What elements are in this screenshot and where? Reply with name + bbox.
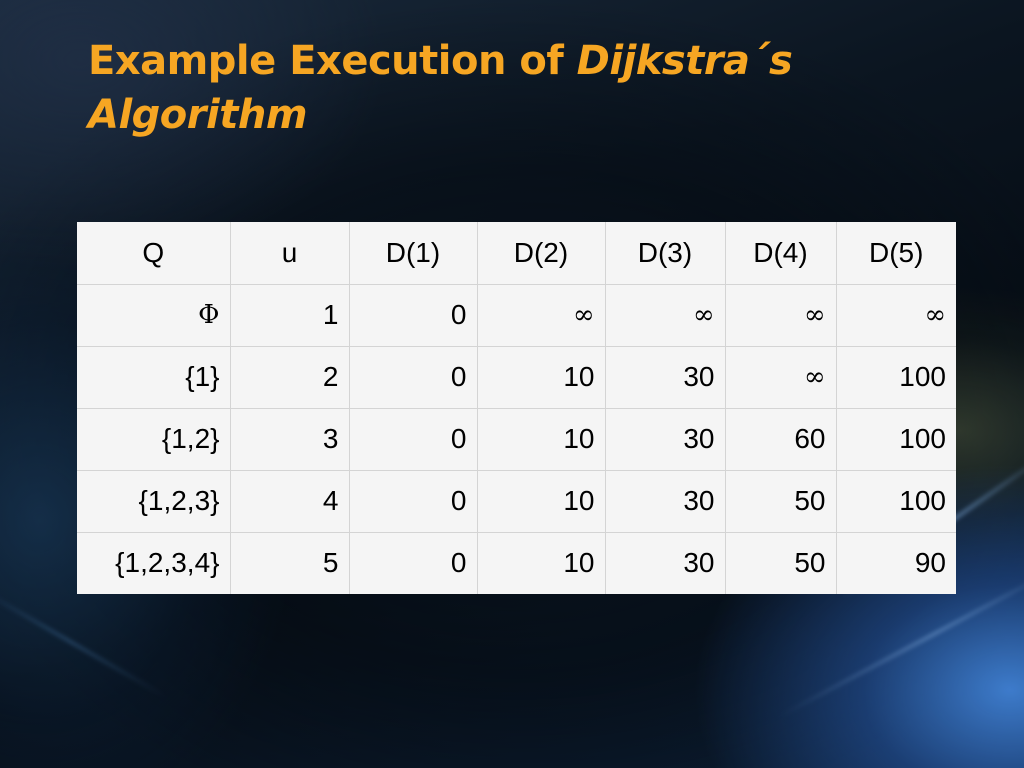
background-light-streak [0,585,167,698]
cell-d3: 30 [605,408,726,471]
table-header-row: Q u D(1) D(2) D(3) D(4) D(5) [77,222,956,285]
header-cell-d1: D(1) [349,222,478,285]
slide-title-emphasis: Dijkstra´s Algorithm [88,38,793,138]
cell-q: {1,2,3} [77,470,231,533]
cell-d4: ∞ [725,284,837,347]
cell-q: {1,2,3,4} [77,532,231,594]
cell-d4: ∞ [725,346,837,409]
cell-d1: 0 [349,532,478,594]
cell-q: {1,2} [77,408,231,471]
header-cell-q: Q [77,222,231,285]
cell-d2: 10 [477,408,606,471]
table-row: Φ 1 0 ∞ ∞ ∞ ∞ [77,284,956,347]
cell-d2: 10 [477,532,606,594]
table-row: {1,2,3,4} 5 0 10 30 50 90 [77,532,956,594]
cell-d1: 0 [349,346,478,409]
cell-d3: ∞ [605,284,726,347]
cell-d4: 50 [725,532,837,594]
cell-d3: 30 [605,532,726,594]
cell-u: 4 [230,470,350,533]
cell-u: 3 [230,408,350,471]
table-row: {1,2,3} 4 0 10 30 50 100 [77,470,956,533]
header-cell-d5: D(5) [836,222,956,285]
cell-d4: 60 [725,408,837,471]
cell-d1: 0 [349,284,478,347]
cell-q: {1} [77,346,231,409]
cell-d1: 0 [349,470,478,533]
distance-table-container: Q u D(1) D(2) D(3) D(4) D(5) Φ 1 0 ∞ ∞ ∞… [77,222,956,594]
header-cell-d4: D(4) [725,222,837,285]
table-row: {1,2} 3 0 10 30 60 100 [77,408,956,471]
cell-d5: 100 [836,346,956,409]
cell-d2: 10 [477,346,606,409]
header-cell-d2: D(2) [477,222,606,285]
cell-u: 5 [230,532,350,594]
cell-d5: 100 [836,408,956,471]
cell-d3: 30 [605,346,726,409]
cell-u: 1 [230,284,350,347]
slide-title-prefix: Example Execution of [88,38,577,84]
cell-d5: ∞ [836,284,956,347]
cell-d2: ∞ [477,284,606,347]
cell-d5: 100 [836,470,956,533]
cell-d5: 90 [914,547,946,579]
header-cell-u: u [230,222,350,285]
slide-title: Example Execution of Dijkstra´s Algorith… [88,34,948,142]
cell-d3: 30 [605,470,726,533]
cell-d4: 50 [725,470,837,533]
distance-table: Q u D(1) D(2) D(3) D(4) D(5) Φ 1 0 ∞ ∞ ∞… [77,222,956,594]
cell-d1: 0 [349,408,478,471]
cell-d2: 10 [477,470,606,533]
table-row: {1} 2 0 10 30 ∞ 100 [77,346,956,409]
header-cell-d3: D(3) [605,222,726,285]
cell-u: 2 [230,346,350,409]
cell-q: Φ [77,284,231,347]
